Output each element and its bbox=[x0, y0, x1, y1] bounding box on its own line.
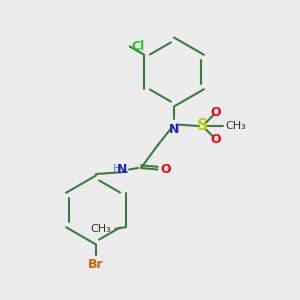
Text: CH₃: CH₃ bbox=[226, 121, 246, 131]
Text: S: S bbox=[197, 118, 208, 134]
Text: Br: Br bbox=[88, 258, 104, 271]
Text: N: N bbox=[116, 163, 127, 176]
Text: H: H bbox=[113, 164, 122, 175]
Text: Cl: Cl bbox=[131, 40, 145, 53]
Text: O: O bbox=[211, 133, 221, 146]
Text: O: O bbox=[211, 106, 221, 119]
Text: N: N bbox=[169, 123, 179, 136]
Text: O: O bbox=[160, 163, 171, 176]
Text: CH₃: CH₃ bbox=[90, 224, 111, 234]
